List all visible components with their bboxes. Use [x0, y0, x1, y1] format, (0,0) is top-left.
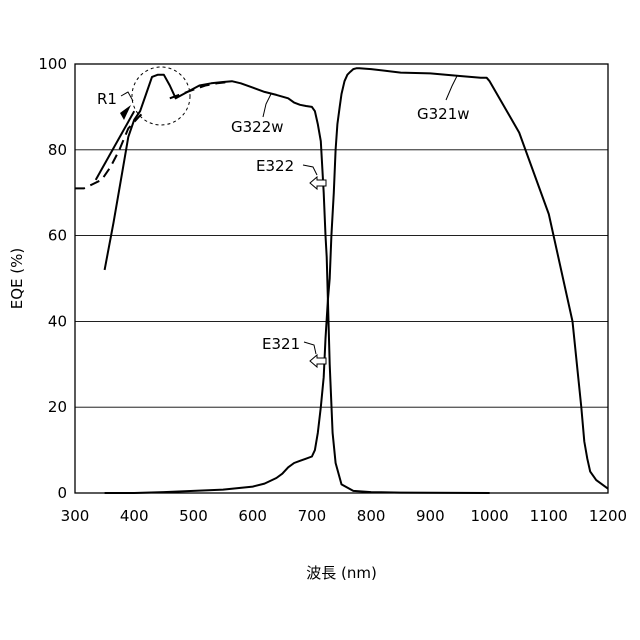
annotation-g321w: G321w — [417, 105, 470, 123]
series-line-g321w — [105, 68, 608, 493]
y-tick-40: 40 — [48, 312, 67, 330]
y-tick-labels: 0 20 40 60 80 100 — [38, 55, 67, 502]
plot-frame — [75, 64, 608, 493]
x-axis-label: 波長 (nm) — [306, 564, 377, 582]
x-tick-400: 400 — [120, 507, 149, 525]
x-tick-700: 700 — [298, 507, 327, 525]
annotation-e322: E322 — [256, 157, 294, 175]
y-tick-20: 20 — [48, 398, 67, 416]
e322-leader-line — [303, 165, 317, 175]
y-tick-0: 0 — [57, 484, 67, 502]
x-tick-1100: 1100 — [530, 507, 568, 525]
annotation-marks — [96, 67, 457, 367]
y-tick-60: 60 — [48, 227, 67, 245]
series-group — [75, 68, 608, 493]
x-tick-500: 500 — [179, 507, 208, 525]
series-line-dashed-3 — [170, 82, 229, 98]
x-tick-800: 800 — [357, 507, 386, 525]
x-tick-labels: 300 400 500 600 700 800 900 1000 1100 1200 — [61, 507, 627, 525]
plot-area — [75, 64, 608, 493]
x-tick-1200: 1200 — [589, 507, 627, 525]
g321w-leader-line — [446, 76, 457, 100]
e321-leader-line — [304, 342, 316, 354]
r1-leader-line — [121, 92, 133, 101]
annotation-g322w: G322w — [231, 118, 284, 136]
y-tick-100: 100 — [38, 55, 67, 73]
x-tick-1000: 1000 — [470, 507, 508, 525]
x-tick-300: 300 — [61, 507, 90, 525]
annotation-r1: R1 — [97, 90, 117, 108]
grid — [75, 150, 608, 407]
x-tick-600: 600 — [238, 507, 267, 525]
g322w-leader-line — [263, 94, 271, 117]
x-tick-900: 900 — [416, 507, 445, 525]
r1-arrow-head — [120, 105, 131, 120]
r1-arrow-line — [96, 111, 134, 180]
annotation-e321: E321 — [262, 335, 300, 353]
series-line-g322w — [105, 75, 490, 493]
y-tick-80: 80 — [48, 141, 67, 159]
y-axis-label: EQE (%) — [8, 248, 26, 310]
